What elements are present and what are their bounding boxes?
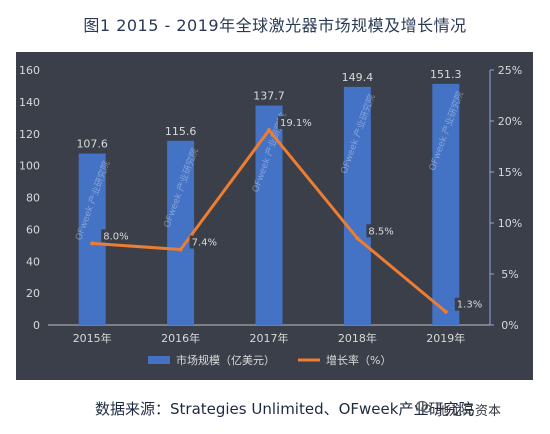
bar [343, 86, 371, 325]
line-data-label: 19.1% [280, 118, 312, 129]
data-source: 数据来源：Strategies Unlimited、OFweek产业研究院 [95, 400, 474, 418]
chart-title: 图1 2015 - 2019年全球激光器市场规模及增长情况 [83, 16, 467, 35]
x-tick-label: 2018年 [338, 331, 377, 345]
watermark-text: 驰龙马资本 [436, 404, 502, 419]
y-right-tick-label: 5% [501, 268, 518, 281]
y-left-tick-label: 120 [19, 128, 40, 141]
growth-point [90, 241, 95, 246]
line-data-label-bg [278, 116, 314, 130]
legend-label-line: 增长率（%） [326, 353, 391, 367]
legend-label-bar: 市场规模（亿美元） [176, 353, 275, 367]
bar-data-label: 107.6 [76, 138, 108, 151]
bar-data-label: 137.7 [253, 90, 285, 103]
legend-swatch-bar [148, 356, 170, 364]
wechat-icon [416, 400, 432, 414]
bar [432, 83, 460, 325]
growth-point [443, 309, 448, 314]
growth-point [355, 236, 360, 241]
y-right-tick-label: 20% [498, 115, 522, 128]
y-left-tick-label: 40 [26, 255, 40, 268]
y-left-tick-label: 100 [19, 160, 40, 173]
y-left-tick-label: 140 [19, 96, 40, 109]
line-data-label-bg [189, 235, 220, 249]
line-data-label-bg [101, 229, 131, 243]
y-right-tick-label: 10% [498, 217, 522, 230]
y-left-tick-label: 20 [26, 287, 40, 300]
line-data-label: 1.3% [457, 300, 482, 311]
y-right-tick-label: 15% [498, 166, 522, 179]
y-right-tick-label: 0% [501, 319, 518, 332]
bar-data-label: 149.4 [342, 71, 374, 84]
y-left-tick-label: 60 [26, 223, 40, 236]
line-data-label: 8.0% [103, 231, 128, 242]
x-tick-label: 2015年 [73, 331, 112, 345]
growth-point [267, 128, 271, 133]
line-data-label-bg [454, 297, 485, 311]
bar-data-label: 151.3 [430, 68, 462, 81]
x-tick-label: 2017年 [250, 331, 289, 345]
bar [167, 140, 195, 325]
x-tick-label: 2019年 [426, 331, 465, 345]
bar-data-label: 115.6 [165, 125, 197, 138]
y-left-tick-label: 160 [19, 64, 40, 77]
growth-point [178, 247, 183, 252]
line-data-label: 7.4% [192, 238, 217, 249]
line-data-label-bg [366, 224, 396, 238]
y-left-tick-label: 80 [26, 192, 40, 205]
x-tick-label: 2016年 [161, 331, 200, 345]
y-right-tick-label: 25% [498, 64, 522, 77]
y-left-tick-label: 0 [33, 319, 40, 332]
line-data-label: 8.5% [368, 226, 393, 237]
